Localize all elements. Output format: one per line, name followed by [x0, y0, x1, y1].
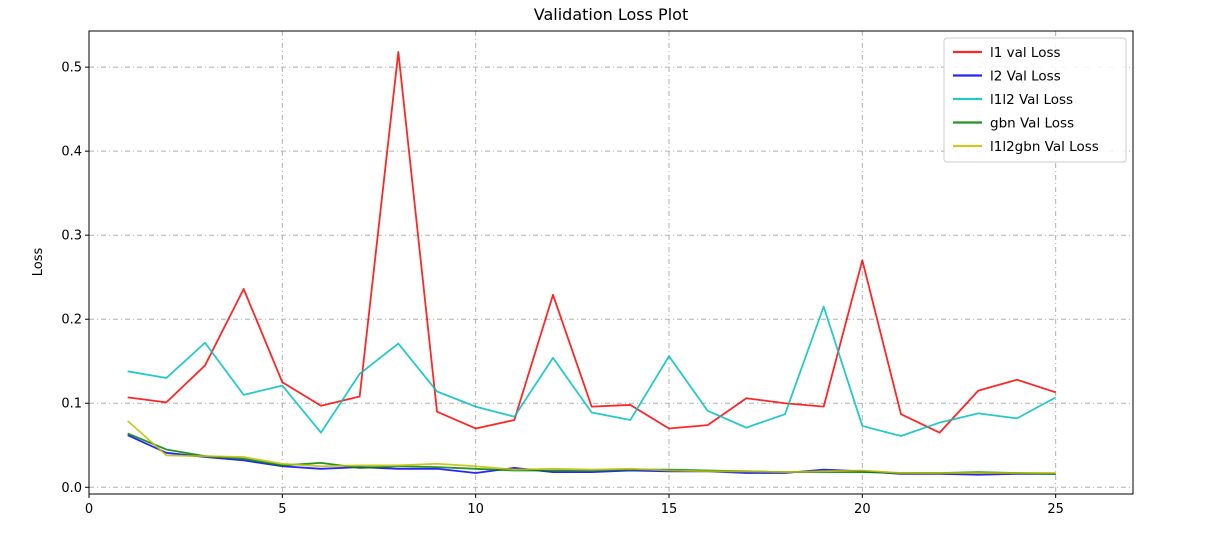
legend-label: gbn Val Loss	[990, 116, 1074, 132]
y-tick-label: 0.0	[61, 481, 82, 496]
series-line-gbn-val-loss	[127, 432, 1056, 475]
legend-label: l1 val Loss	[990, 45, 1061, 61]
series-layer	[127, 51, 1057, 476]
x-tick-label: 20	[854, 502, 871, 517]
y-tick-label: 0.2	[61, 313, 82, 328]
series-line-l1l2-val-loss	[127, 305, 1057, 437]
y-axis: 0.0 0.1 0.2 0.3 0.4 0.5	[61, 61, 89, 496]
x-tick-label: 25	[1047, 502, 1064, 517]
x-tick-label: 10	[467, 502, 484, 517]
y-tick-label: 0.5	[61, 61, 82, 76]
x-axis: 0 5 10 15 20 25	[85, 494, 1064, 517]
x-tick-label: 5	[278, 502, 286, 517]
series-line-l1l2gbn-val-loss	[127, 420, 1056, 474]
x-tick-label: 0	[85, 502, 93, 517]
legend-label: l1l2gbn Val Loss	[990, 139, 1099, 155]
y-tick-label: 0.4	[61, 145, 82, 160]
x-tick-label: 15	[661, 502, 678, 517]
y-axis-label: Loss	[31, 248, 46, 277]
y-tick-label: 0.3	[61, 229, 82, 244]
chart-title: Validation Loss Plot	[534, 5, 688, 24]
plot-frame	[88, 30, 1134, 495]
legend: l1 val Loss l2 Val Loss l1l2 Val Loss gbn V…	[943, 37, 1127, 163]
y-tick-label: 0.1	[61, 397, 82, 412]
legend-label: l1l2 Val Loss	[990, 92, 1073, 108]
legend-label: l2 Val Loss	[990, 69, 1061, 85]
series-line-l1-val-loss	[127, 51, 1056, 434]
legend-box	[943, 37, 1127, 163]
